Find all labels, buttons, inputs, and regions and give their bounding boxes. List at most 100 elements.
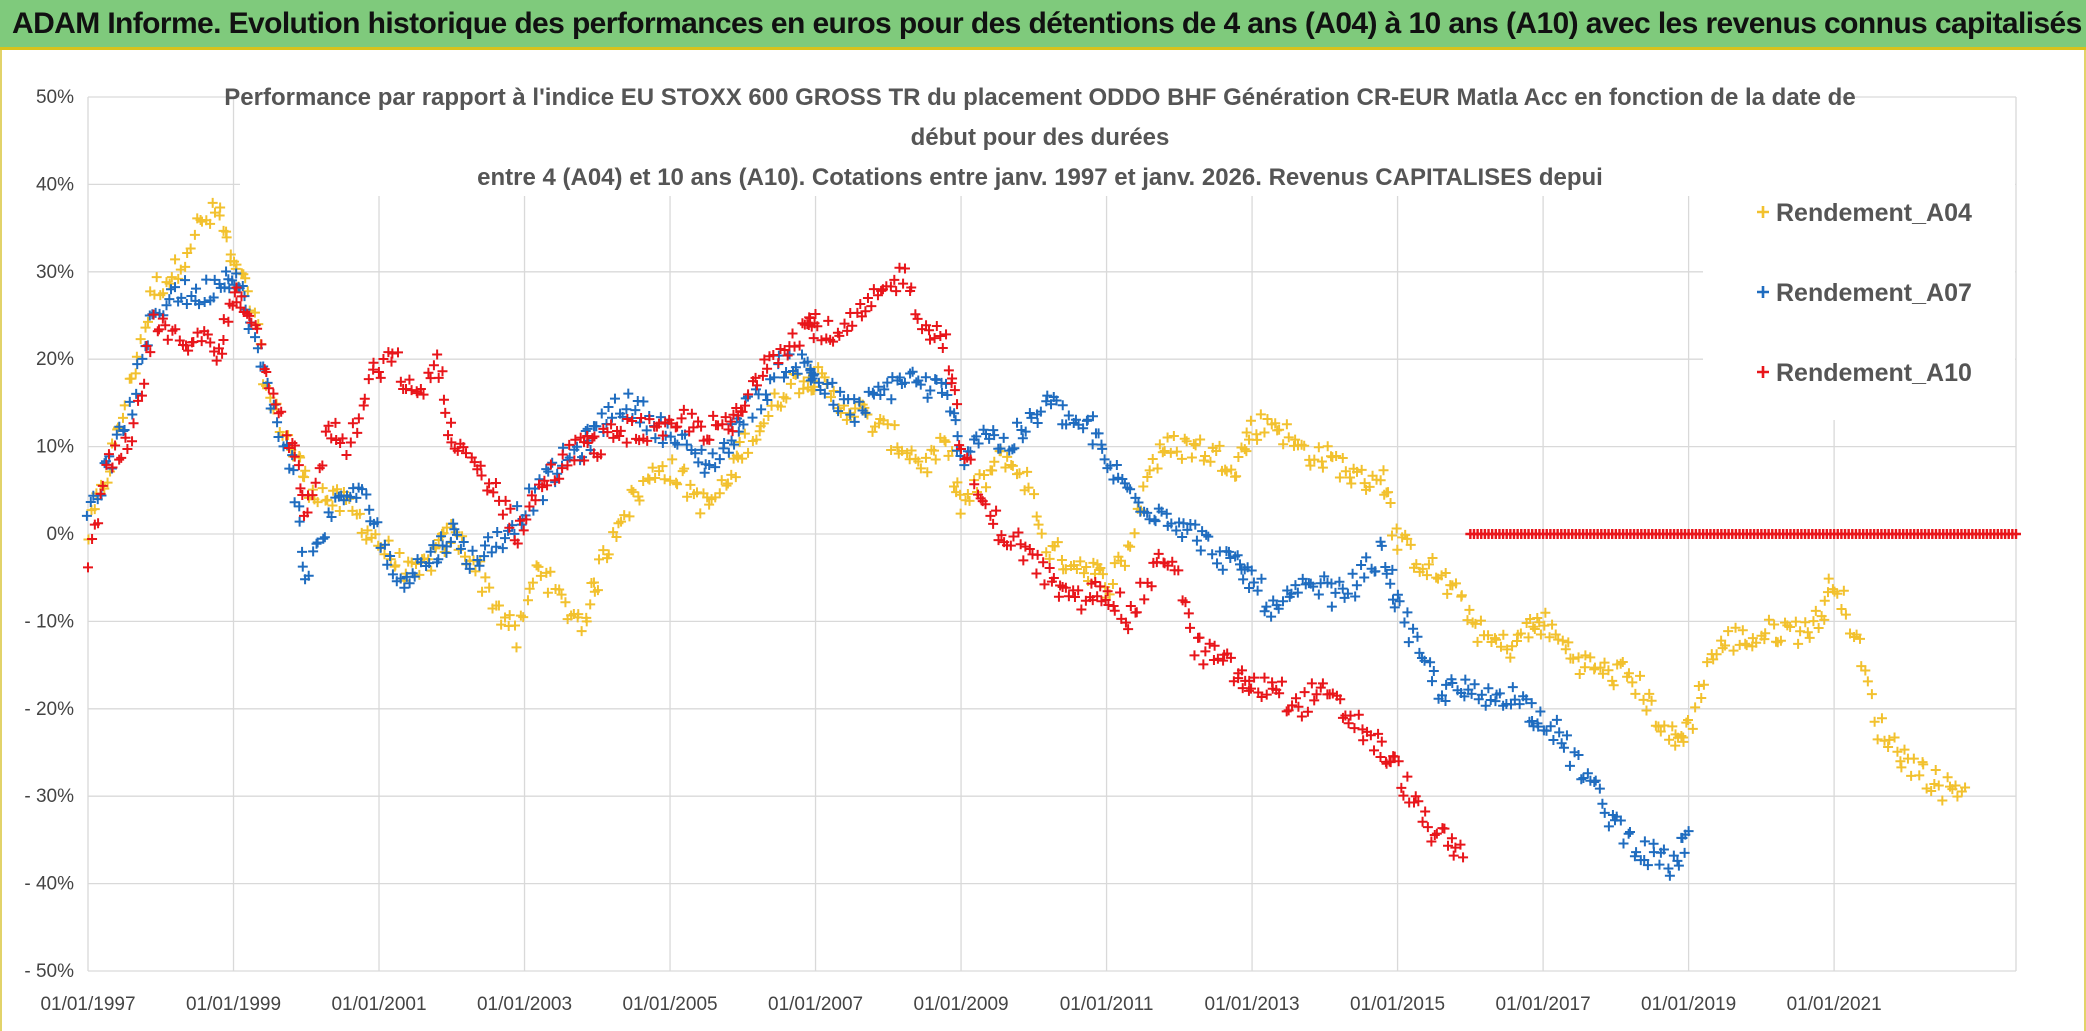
data-point [1908,753,1919,764]
data-point [1063,410,1074,421]
data-point [1365,730,1376,741]
data-point [602,427,613,438]
data-point [875,390,886,401]
data-point [99,458,110,469]
data-point [1385,578,1396,589]
data-point [1111,459,1122,470]
data-point [103,449,114,460]
x-tick-label: 01/01/2001 [331,994,426,1015]
data-point [1308,581,1319,592]
data-point [1322,441,1333,452]
data-point [1024,543,1035,554]
data-point [596,408,607,419]
data-point [1439,823,1450,834]
data-point [1209,640,1220,651]
data-point [1305,460,1316,471]
data-point [1283,432,1294,443]
data-point [622,413,633,424]
data-point [1896,762,1907,773]
data-point [792,368,803,379]
data-point [609,393,620,404]
data-point [1425,657,1436,668]
data-point [1440,567,1451,578]
data-point [1381,568,1392,579]
data-point [1334,576,1345,587]
data-point [474,560,485,571]
data-point [545,459,556,470]
data-point [949,385,960,396]
data-point [1012,417,1023,428]
data-point [1673,860,1684,871]
data-point [1087,439,1098,450]
data-point [300,465,311,476]
data-point [472,554,483,565]
data-point [1696,692,1707,703]
y-tick-label: 20% [36,349,74,370]
x-tick-label: 01/01/2015 [1350,994,1445,1015]
data-point [760,389,771,400]
data-point [1589,777,1600,788]
data-point [644,414,655,425]
data-point [1018,555,1029,566]
data-point [1644,688,1655,699]
data-point [1297,573,1308,584]
legend-item-rendement-a04[interactable]: Rendement_A04 [1757,199,1972,227]
data-point [634,495,645,506]
data-point [441,547,452,558]
data-point [101,459,112,470]
data-point [708,410,719,421]
data-point [696,421,707,432]
report-banner: ADAM Informe. Evolution historique des p… [0,0,2086,50]
data-point [929,445,940,456]
data-point [1399,617,1410,628]
data-point [120,432,131,443]
legend-item-rendement-a10[interactable]: Rendement_A10 [1757,359,1972,387]
data-point [721,480,732,491]
data-point [1313,589,1324,600]
data-point [1042,390,1053,401]
data-point [1679,847,1690,858]
data-point [1654,859,1665,870]
data-point [594,554,605,565]
data-point [1102,586,1113,597]
data-point [973,438,984,449]
data-point [1560,644,1571,655]
data-point [1929,779,1940,790]
data-point [1032,417,1043,428]
data-point [1123,540,1134,551]
data-point [1448,850,1459,861]
data-point [477,586,488,597]
data-point [126,373,137,384]
data-point [1129,528,1140,539]
data-point [554,473,565,484]
data-point [1347,568,1358,579]
data-point [1007,460,1018,471]
chart-legend[interactable]: Rendement_A04 Rendement_A07 Rendement_A10 [1757,199,1972,387]
data-point [375,372,386,383]
data-point [145,347,156,358]
data-point [1198,659,1209,670]
data-point [1426,836,1437,847]
data-point [93,518,104,529]
data-point [1181,436,1192,447]
data-point [1655,726,1666,737]
data-point [542,480,553,491]
data-point [912,313,923,324]
data-point [1190,519,1201,530]
data-point [1547,619,1558,630]
data-point [455,543,466,554]
data-point [1854,633,1865,644]
data-point [1293,701,1304,712]
data-point [1292,587,1303,598]
data-point [1221,466,1232,477]
data-point [428,540,439,551]
data-point [885,281,896,292]
data-point [580,426,591,437]
legend-item-rendement-a07[interactable]: Rendement_A07 [1757,279,1972,307]
data-point [1417,563,1428,574]
data-point [757,370,768,381]
data-point [387,348,398,359]
data-point [984,433,995,444]
data-point [1428,665,1439,676]
data-point [387,569,398,580]
